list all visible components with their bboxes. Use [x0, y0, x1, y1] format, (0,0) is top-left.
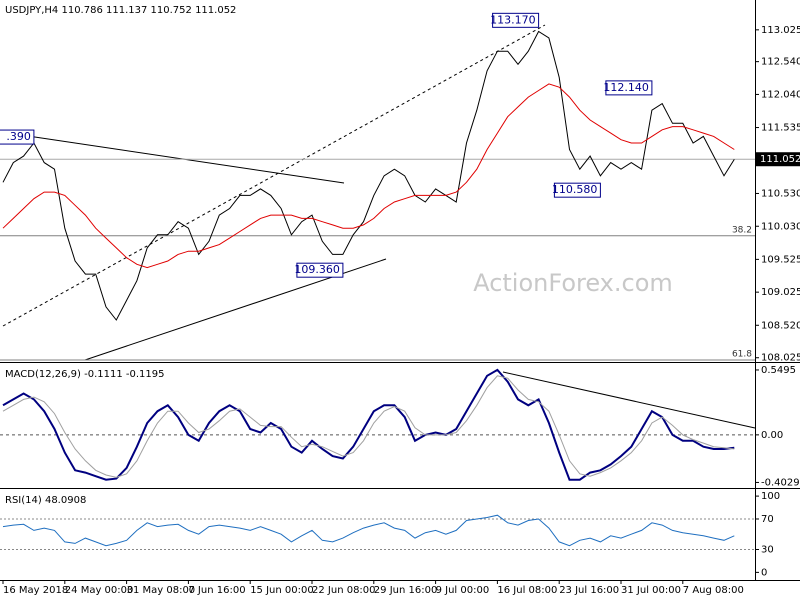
x-tick-label: 7 Aug 08:00: [683, 585, 744, 596]
last-price-box: [756, 152, 800, 167]
x-tick-label: 22 Jun 08:00: [312, 585, 376, 596]
watermark: ActionForex.com: [473, 269, 673, 297]
y-tick-label: 0: [761, 567, 767, 578]
y-tick-label: 0.00: [761, 430, 783, 441]
y-tick-label: 109.025: [761, 287, 800, 298]
series-line: [2, 368, 735, 481]
annotation-label: .390: [6, 130, 31, 143]
y-tick-label: 100: [761, 491, 780, 502]
series-line: [2, 375, 735, 478]
annotation-box: [0, 129, 35, 145]
x-tick-label: 7 Jun 16:00: [188, 585, 245, 596]
y-tick-label: 70: [761, 514, 774, 525]
annotation-label: 110.580: [552, 183, 598, 196]
annotation-label: 113.170: [490, 13, 536, 26]
y-tick-label: 110.530: [761, 188, 800, 199]
annotation-box: [605, 80, 653, 96]
y-tick-label: 108.025: [761, 353, 800, 364]
macd-trendline: [502, 371, 756, 429]
series-line: [2, 83, 735, 269]
x-tick-label: 15 Jun 00:00: [250, 585, 314, 596]
title-bg: [2, 2, 250, 16]
y-tick-label: 110.030: [761, 221, 800, 232]
price-pane: 38.2 61.8 113.170 112.140 110.580 109.360 .390: [0, 12, 755, 361]
title-bg: [2, 366, 142, 380]
x-tick-label: 9 Jul 00:00: [436, 585, 490, 596]
annotation-box: [296, 262, 344, 278]
annotation-label: 112.140: [603, 81, 649, 94]
x-tick-label: 24 May 00:00: [65, 585, 134, 596]
y-tick-label: 0.5495: [761, 365, 796, 376]
x-tick-label: 16 Jul 08:00: [497, 585, 557, 596]
x-tick-label: 31 May 08:00: [127, 585, 196, 596]
annotation-label: 109.360: [294, 263, 340, 276]
annotation-box: [553, 182, 601, 198]
pane-title: RSI(14) 48.0908: [5, 495, 86, 506]
series-line: [2, 30, 735, 321]
x-tick-label: 29 Jun 16:00: [374, 585, 438, 596]
series-line: [2, 514, 735, 547]
annotation-box: [492, 12, 540, 28]
y-tick-label: 111.535: [761, 123, 800, 134]
y-tick-label: 112.540: [761, 57, 800, 68]
title-bg: [2, 492, 142, 506]
pane-title: MACD(12,26,9) -0.1111 -0.1195: [5, 369, 165, 380]
fib-level-label: 38.2: [732, 225, 752, 235]
y-tick-label: 113.025: [761, 25, 800, 36]
last-price-label: 111.052: [760, 154, 800, 165]
fib-level-label: 61.8: [732, 350, 752, 360]
x-tick-label: 16 May 2018: [3, 585, 68, 596]
x-tick-label: 23 Jul 16:00: [559, 585, 619, 596]
y-tick-label: 108.520: [761, 320, 800, 331]
y-tick-label: 112.040: [761, 89, 800, 100]
y-tick-label: 30: [761, 544, 774, 555]
pane-title: USDJPY,H4 110.786 111.137 110.752 111.05…: [5, 5, 236, 16]
y-tick-label: 109.525: [761, 254, 800, 265]
channel-line: [2, 24, 546, 327]
y-tick-label: -0.4029: [761, 477, 800, 488]
x-tick-label: 31 Jul 00:00: [621, 585, 681, 596]
